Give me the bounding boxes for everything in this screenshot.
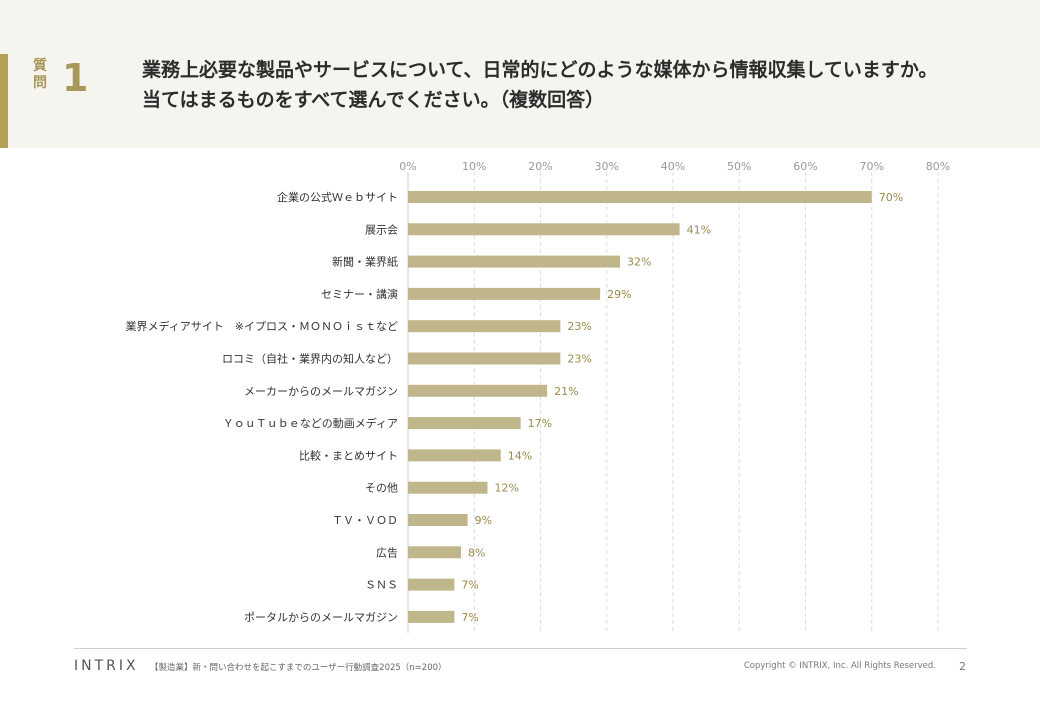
bar: [408, 223, 680, 236]
data-label: 21%: [554, 385, 578, 398]
bar: [408, 546, 461, 559]
category-label: 比較・まとめサイト: [299, 448, 398, 462]
category-label: 業界メディアサイト ※イプロス・ＭＯＮＯｉｓｔなど: [126, 319, 398, 333]
data-label: 12%: [495, 482, 519, 495]
x-tick-label: 40%: [661, 160, 685, 173]
bar: [408, 191, 872, 203]
data-label: 9%: [475, 514, 492, 527]
category-label: メーカーからのメールマガジン: [244, 385, 398, 398]
bar: [408, 578, 455, 591]
intrix-logo: INTRIX: [74, 658, 139, 674]
data-label: 23%: [567, 320, 591, 333]
question-text: 業務上必要な製品やサービスについて、日常的にどのような媒体から情報収集しています…: [142, 55, 1022, 115]
question-line-2: 当てはまるものをすべて選んでください。（複数回答）: [142, 89, 605, 111]
category-label: ポータルからのメールマガジン: [244, 611, 398, 624]
bar: [408, 514, 468, 526]
x-tick-label: 30%: [595, 160, 619, 173]
category-label: 新聞・業界紙: [332, 255, 398, 269]
bar: [408, 449, 501, 462]
bar: [408, 287, 601, 300]
data-label: 8%: [468, 546, 485, 559]
page-number: 2: [959, 660, 966, 673]
bar: [408, 352, 561, 365]
data-label: 17%: [528, 417, 552, 430]
source-note: 【製造業】新・問い合わせを起こすまでのユーザー行動調査2025（n=200）: [150, 663, 447, 673]
data-label: 70%: [879, 191, 903, 204]
question-line-1: 業務上必要な製品やサービスについて、日常的にどのような媒体から情報収集しています…: [142, 59, 938, 81]
x-tick-label: 20%: [528, 160, 552, 173]
accent-bar: [0, 54, 8, 148]
data-label: 7%: [461, 611, 478, 624]
x-tick-label: 70%: [860, 160, 884, 173]
category-label: 展示会: [365, 223, 398, 236]
category-label: 広告: [376, 546, 398, 559]
bar: [408, 481, 488, 494]
data-label: 32%: [627, 256, 651, 269]
footer-divider: [74, 648, 967, 649]
bar: [408, 255, 620, 268]
category-label: ロコミ（自社・業界内の知人など）: [222, 352, 398, 366]
question-label: 質問: [33, 58, 47, 91]
question-header: 質問 1 業務上必要な製品やサービスについて、日常的にどのような媒体から情報収集…: [0, 0, 1040, 148]
x-tick-label: 80%: [926, 160, 950, 173]
data-label: 41%: [687, 223, 711, 236]
data-label: 29%: [607, 288, 631, 301]
x-tick-label: 60%: [793, 160, 817, 173]
bar: [408, 384, 548, 397]
question-number: 1: [62, 56, 89, 100]
category-label: ＳＮＳ: [365, 579, 398, 592]
category-label: セミナー・講演: [321, 287, 398, 301]
x-tick-label: 10%: [462, 160, 486, 173]
bar: [408, 417, 521, 430]
x-tick-label: 50%: [727, 160, 751, 173]
data-label: 23%: [567, 353, 591, 366]
data-label: 7%: [461, 579, 478, 592]
category-label: ＹｏｕＴｕｂｅなどの動画メディア: [223, 416, 398, 430]
category-label: 企業の公式Ｗｅｂサイト: [277, 190, 398, 204]
copyright: Copyright © INTRIX, Inc. All Rights Rese…: [743, 661, 936, 671]
x-tick-label: 0%: [399, 160, 416, 173]
category-label: その他: [365, 482, 398, 495]
bar: [408, 610, 455, 623]
data-label: 14%: [508, 449, 532, 462]
category-label: ＴＶ・ＶＯＤ: [332, 514, 398, 527]
bar-chart: 0% 10% 20% 30% 40% 50% 60% 70% 80% 企業の公式Ｗｅｂサイト 70%…: [126, 160, 950, 633]
bar: [408, 320, 561, 333]
